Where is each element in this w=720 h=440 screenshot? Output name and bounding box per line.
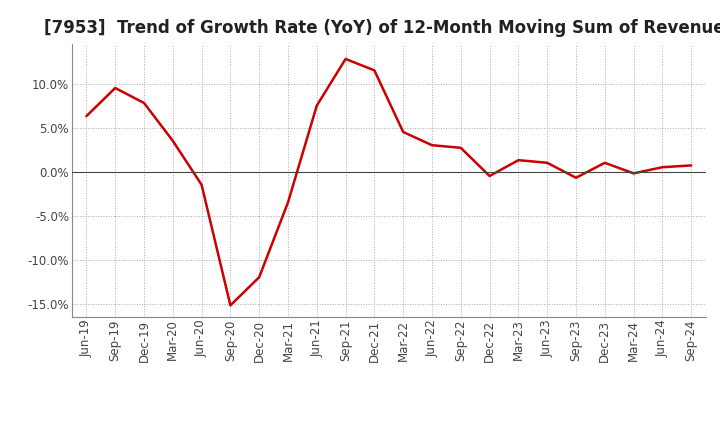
Title: [7953]  Trend of Growth Rate (YoY) of 12-Month Moving Sum of Revenues: [7953] Trend of Growth Rate (YoY) of 12-… [43, 19, 720, 37]
